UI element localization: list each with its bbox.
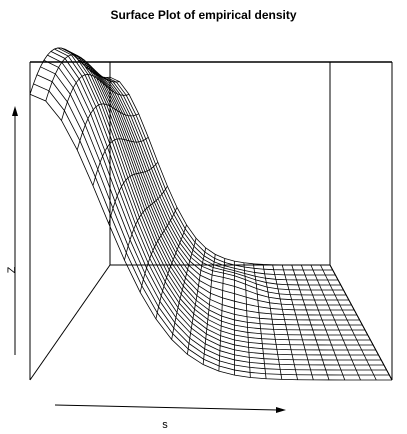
mesh-col-line [124,185,168,261]
mesh-col-line [108,161,159,224]
mesh-col-line [300,264,346,381]
mesh-row-line [102,76,336,276]
mesh-row-line [54,48,374,346]
mesh-col-line [61,74,130,121]
s-axis-arrow-icon [276,407,286,413]
mesh-row-line [43,59,382,361]
surface-mesh [29,47,393,381]
mesh-row-line [33,83,390,376]
mesh-row-line [106,77,333,271]
mesh-row-line [95,74,341,286]
mesh-col-line [329,264,393,381]
mesh-row-line [88,69,347,296]
mesh-col-line [253,263,267,379]
mesh-col-line [155,224,187,320]
mesh-col-line [281,264,314,380]
mesh-col-line [139,207,178,293]
mesh-col-line [291,264,330,381]
mesh-col-line [29,47,111,95]
mesh-row-line [81,63,352,306]
z-axis-label: Z [6,266,18,273]
mesh-col-line [92,136,149,186]
mesh-col-line [186,247,207,355]
mesh-row-line [78,59,355,311]
mesh-col-line [171,238,197,340]
mesh-row-line [57,47,371,341]
mesh-row-line [92,72,344,291]
mesh-row-line [50,51,376,351]
mesh-col-line [202,254,216,365]
mesh-col-line [320,264,377,381]
chart-title: Surface Plot of empirical density [110,8,297,22]
mesh-row-line [61,47,368,336]
z-axis [12,106,18,355]
mesh-col-line [76,103,139,151]
s-axis [54,404,286,413]
mesh-row-line [99,75,339,281]
z-axis-arrow-icon [12,106,18,116]
box-left-floor-edge [29,264,111,381]
mesh-row-line [40,66,384,366]
mesh-row-line [71,53,360,321]
mesh-col-line [310,264,361,381]
mesh-row-line [68,50,363,326]
mesh-row-line [36,74,387,371]
mesh-col-line [218,258,226,372]
s-axis-label: s [162,419,168,431]
mesh-col-line [272,264,298,380]
mesh-col-line [262,264,283,380]
mesh-row-line [75,56,357,316]
mesh-col-line [243,262,251,378]
mesh-col-line [45,54,120,102]
mesh-row-line [64,48,366,331]
mesh-row-line [47,54,379,356]
mesh-row-line [29,93,393,381]
plot-box [29,61,393,381]
mesh-row-line [109,76,331,266]
mesh-row-line [85,66,349,301]
